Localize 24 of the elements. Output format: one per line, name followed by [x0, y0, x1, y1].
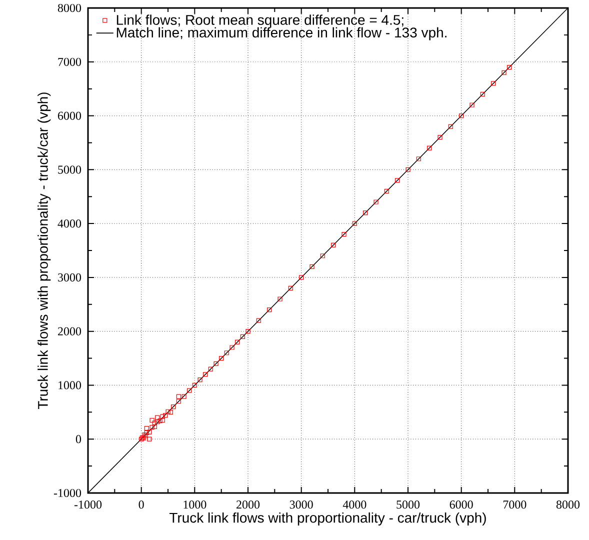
y-tick-label: 6000	[58, 112, 82, 120]
y-tick-label: 0	[76, 435, 82, 444]
x-tick-label: 7000	[503, 500, 526, 509]
y-tick-label: 8000	[58, 4, 82, 12]
y-tick-label: 2000	[58, 327, 82, 336]
x-tick-label: 4000	[342, 500, 366, 509]
y-tick-label: 1000	[58, 381, 82, 390]
legend-label: Link flows; Root mean square difference = 4.5;	[116, 14, 404, 28]
x-tick-label: 1000	[184, 500, 206, 509]
y-tick-label: 7000	[58, 58, 82, 66]
x-tick-label: 6000	[450, 500, 473, 509]
x-tick-label: 5000	[396, 500, 420, 509]
y-axis-title: Truck link flows with proportionality - truck/car (vph)	[38, 92, 51, 410]
y-tick-label: 4000	[58, 220, 82, 228]
x-axis-title: Truck link flows with proportionality - car/truck (vph)	[169, 512, 486, 526]
y-tick-label: 3000	[58, 273, 82, 282]
legend-label: Match line; maximum difference in link flow - 133 vph.	[116, 27, 446, 40]
y-tick-label: 5000	[58, 166, 82, 174]
x-tick-label: 8000	[556, 500, 580, 509]
y-tick-label: -1000	[54, 488, 82, 498]
x-tick-label: -1000	[74, 500, 102, 509]
x-tick-label: 2000	[236, 500, 260, 509]
x-tick-label: 3000	[290, 500, 313, 509]
x-tick-label: 0	[138, 500, 144, 509]
